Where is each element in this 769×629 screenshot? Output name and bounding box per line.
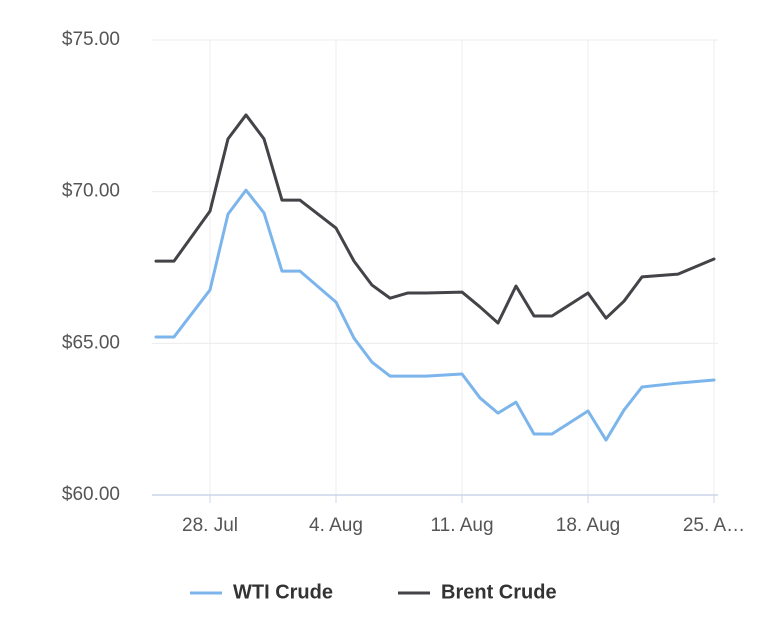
x-tick-label: 18. Aug — [556, 515, 620, 536]
legend-item[interactable]: WTI Crude — [190, 581, 333, 603]
legend-label: WTI Crude — [233, 581, 333, 603]
x-tick-label: 11. Aug — [430, 515, 493, 536]
y-tick-label: $65.00 — [62, 332, 120, 353]
x-tick-label: 28. Jul — [182, 515, 238, 536]
y-tick-label: $60.00 — [62, 484, 120, 505]
y-tick-label: $75.00 — [62, 29, 120, 50]
x-tick-label: 4. Aug — [309, 515, 363, 536]
series-line — [154, 188, 716, 442]
legend-item[interactable]: Brent Crude — [398, 581, 557, 603]
y-tick-label: $70.00 — [62, 181, 120, 202]
x-tick-label: 25. A… — [683, 515, 745, 536]
legend-label: Brent Crude — [441, 581, 557, 603]
series-line — [154, 113, 716, 325]
